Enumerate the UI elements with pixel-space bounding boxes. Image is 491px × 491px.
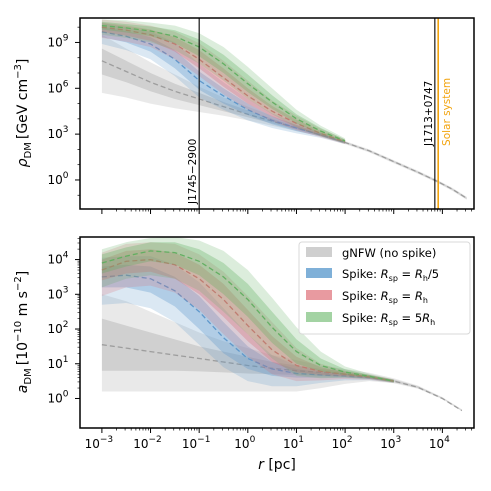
x-tick-label: 103 xyxy=(380,435,401,451)
x-axis-label: r [pc] xyxy=(258,457,296,473)
y-tick-label: 103 xyxy=(47,125,68,141)
top-y-ticks: 100 103 106 109 xyxy=(47,26,80,196)
legend-entry-gnfw: gNFW (no spike) xyxy=(306,246,436,260)
median-line-spike-rh xyxy=(101,258,394,382)
legend-label: gNFW (no spike) xyxy=(342,246,436,260)
legend-label: Spike: Rsp = Rh/5 xyxy=(342,267,439,283)
band-outer-spike-rh5 xyxy=(101,256,394,387)
band-inner-spike-rh xyxy=(101,22,346,144)
y-tick-label: 101 xyxy=(47,355,68,371)
legend-label: Spike: Rsp = Rh xyxy=(342,289,428,305)
top-x-ticks xyxy=(101,209,473,214)
legend: gNFW (no spike) Spike: Rsp = Rh/5 Spike:… xyxy=(298,241,471,335)
x-tick-label: 102 xyxy=(332,435,353,451)
y-tick-label: 102 xyxy=(47,320,68,336)
band-outer-spike-rh5 xyxy=(101,23,346,145)
legend-entry-spike-5rh: Spike: Rsp = 5Rh xyxy=(306,311,435,327)
band-outer-spike-rh xyxy=(101,19,346,145)
top-markers xyxy=(198,18,439,209)
pulsar-label-j1745: J1745−2900 xyxy=(187,139,199,205)
x-tick-label: 101 xyxy=(283,435,304,451)
band-outer-gnfw xyxy=(101,294,462,412)
y-tick-label: 100 xyxy=(47,389,68,405)
top-y-axis-label: ρDM[GeV cm−3] xyxy=(13,59,34,168)
band-inner-spike-rh xyxy=(101,249,394,383)
median-line-gnfw xyxy=(101,344,463,412)
bottom-y-axis-label: aDM[10−10 m s−2] xyxy=(13,271,34,393)
band-outer-spike-rh xyxy=(101,242,394,383)
legend-entry-spike-rh: Spike: Rsp = Rh xyxy=(306,289,428,305)
legend-label: Spike: Rsp = 5Rh xyxy=(342,311,435,327)
legend-swatch xyxy=(306,268,332,278)
median-line-spike-5rh xyxy=(101,24,346,142)
band-inner-spike-rh5 xyxy=(101,27,346,144)
legend-swatch xyxy=(306,290,332,300)
bottom-x-ticks: 10−3 10−2 10−1 100 101 102 103 104 xyxy=(85,428,473,451)
x-tick-label: 104 xyxy=(429,435,450,451)
band-outer-spike-5rh xyxy=(101,237,394,383)
y-tick-label: 106 xyxy=(47,79,68,95)
x-tick-label: 10−1 xyxy=(182,435,211,451)
x-tick-label: 100 xyxy=(234,435,255,451)
legend-frame xyxy=(298,241,471,335)
band-inner-gnfw xyxy=(101,318,462,411)
band-inner-gnfw xyxy=(101,48,467,200)
median-line-spike-rh5 xyxy=(101,274,394,382)
band-outer-spike-5rh xyxy=(101,19,346,144)
band-inner-spike-5rh xyxy=(101,242,394,383)
median-line-spike-5rh xyxy=(101,250,394,382)
legend-swatch xyxy=(306,247,332,257)
x-tick-label: 10−2 xyxy=(133,435,162,451)
y-tick-label: 103 xyxy=(47,285,68,301)
bottom-bands xyxy=(101,237,463,412)
band-inner-spike-rh5 xyxy=(101,264,394,383)
y-tick-label: 109 xyxy=(47,33,68,49)
pulsar-label-j1713: J1713+0747 xyxy=(423,81,435,147)
bottom-y-ticks: 100 101 102 103 104 xyxy=(47,238,80,405)
x-tick-label: 10−3 xyxy=(85,435,114,451)
y-tick-label: 104 xyxy=(47,251,68,267)
top-bands xyxy=(101,19,468,200)
band-inner-spike-5rh xyxy=(101,21,346,143)
legend-swatch xyxy=(306,312,332,322)
panel-bottom: 10−3 10−2 10−1 100 101 102 103 104 100 101 102 103… xyxy=(13,236,475,473)
solar-system-label: Solar system xyxy=(441,78,453,146)
legend-entry-spike-rh5: Spike: Rsp = Rh/5 xyxy=(306,267,439,283)
median-line-spike-rh5 xyxy=(101,31,346,144)
panel-top: J1745−2900 J1713+0747 Solar system 10010… xyxy=(13,17,475,214)
median-line-spike-rh xyxy=(101,26,346,143)
y-tick-label: 100 xyxy=(47,171,68,187)
